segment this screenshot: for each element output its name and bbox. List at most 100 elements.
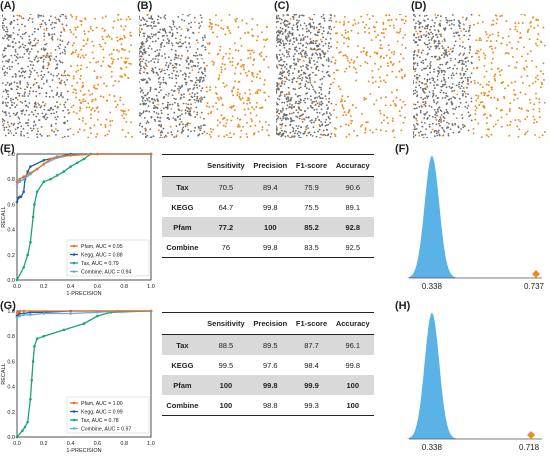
gray-point [189, 46, 191, 48]
gray-point [170, 28, 173, 31]
gray-point [34, 56, 37, 59]
gray-point [168, 25, 171, 28]
gray-point [14, 73, 17, 75]
table-cell: 98.8 [249, 395, 292, 416]
orange-point [397, 31, 400, 34]
gray-point [61, 61, 64, 64]
gray-point [63, 81, 66, 84]
orange-point [342, 24, 345, 26]
orange-point [250, 118, 253, 121]
gray-point [2, 37, 5, 40]
orange-point [478, 39, 481, 42]
gray-point [415, 107, 418, 109]
gray-point [3, 129, 6, 131]
gray-point [189, 114, 192, 117]
gray-point [285, 107, 288, 110]
orange-point [528, 84, 531, 87]
gray-point [291, 135, 294, 138]
panel-label-f: (F) [395, 143, 410, 155]
gray-point [306, 124, 309, 127]
gray-point [170, 89, 173, 91]
orange-point [208, 43, 211, 45]
gray-point [141, 53, 144, 56]
gray-point [144, 50, 147, 53]
orange-point [198, 31, 200, 34]
gray-point [413, 75, 416, 77]
gray-point [309, 26, 312, 29]
orange-point [482, 104, 485, 107]
gray-point [164, 17, 167, 20]
orange-point [496, 18, 499, 21]
gray-point [149, 37, 152, 40]
table-header-cell: Precision [249, 154, 292, 177]
gray-point [9, 83, 11, 85]
gray-point [302, 113, 304, 116]
orange-point [486, 94, 489, 97]
x-tick-label: 0.4 [67, 284, 75, 290]
gray-point [276, 31, 277, 34]
gray-point [157, 31, 160, 34]
orange-point [241, 19, 244, 22]
data-point-tax [35, 337, 39, 340]
gray-point [462, 80, 465, 83]
orange-point [475, 39, 478, 42]
orange-point [240, 44, 243, 47]
gray-point [174, 85, 177, 87]
orange-point [83, 30, 86, 33]
orange-point [263, 45, 266, 48]
gray-point [320, 88, 322, 91]
gray-point [63, 103, 66, 106]
orange-point [231, 60, 234, 63]
orange-point [357, 32, 360, 35]
gray-point [285, 93, 288, 96]
orange-point [507, 52, 510, 55]
gray-point [4, 71, 7, 73]
orange-point [484, 31, 487, 33]
orange-point [526, 53, 529, 55]
gray-point [64, 52, 66, 55]
orange-point [75, 96, 78, 99]
gray-point [422, 101, 425, 104]
orange-point [379, 129, 382, 132]
gray-point [26, 132, 29, 134]
orange-point [255, 114, 258, 117]
gray-point [464, 47, 466, 49]
gray-point [20, 110, 23, 112]
gray-point [442, 91, 445, 94]
orange-point [348, 108, 351, 111]
gray-point [51, 38, 54, 41]
gray-point [204, 48, 207, 51]
orange-point [79, 56, 82, 59]
orange-point [99, 76, 102, 79]
gray-point [175, 119, 177, 122]
gray-point [29, 14, 32, 15]
gray-point [153, 33, 155, 36]
gray-point [437, 120, 440, 123]
orange-point [247, 108, 250, 110]
orange-point [492, 51, 494, 54]
gray-point [6, 81, 9, 84]
orange-point [75, 15, 78, 18]
orange-point [400, 18, 403, 21]
table-cell: 75.5 [304, 202, 319, 212]
table-cell: 99.8 [263, 202, 278, 212]
orange-point [344, 29, 347, 32]
gray-point [461, 117, 464, 120]
gray-point [163, 95, 166, 98]
orange-point [229, 60, 232, 63]
orange-point [491, 48, 494, 50]
data-point-tax [62, 170, 66, 173]
orange-point [350, 29, 353, 32]
gray-point [146, 110, 148, 112]
gray-point [320, 120, 322, 123]
orange-point [103, 29, 106, 32]
orange-point [206, 102, 209, 105]
gray-point [12, 98, 15, 101]
gray-point [276, 90, 278, 93]
orange-point [121, 114, 124, 117]
orange-point [382, 56, 385, 59]
orange-point [536, 44, 539, 47]
orange-point [121, 129, 124, 131]
orange-point [251, 49, 254, 52]
orange-point [217, 52, 220, 55]
